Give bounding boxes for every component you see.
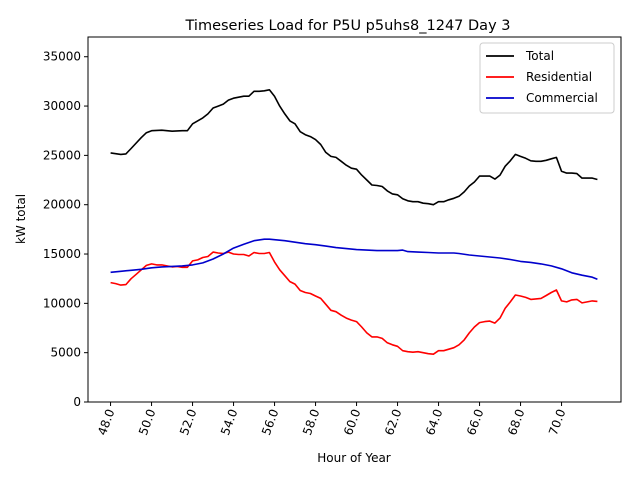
y-tick-label: 20000	[43, 198, 81, 212]
y-tick-label: 10000	[43, 296, 81, 310]
legend-label-total: Total	[525, 49, 554, 63]
plot-frame	[87, 36, 622, 403]
y-tick-label: 30000	[43, 99, 81, 113]
x-axis-label: Hour of Year	[317, 451, 391, 465]
series-layer	[110, 89, 598, 355]
legend-label-commercial: Commercial	[526, 91, 598, 105]
legend-box	[479, 42, 615, 114]
y-tick-label: 5000	[50, 346, 81, 360]
series-line-commercial	[110, 238, 598, 280]
y-tick-label: 35000	[43, 50, 81, 64]
legend: Total Residential Commercial	[479, 42, 615, 114]
legend-label-residential: Residential	[526, 70, 592, 84]
y-axis: 0 5000 10000 15000 20000 25000 30000 35000	[43, 50, 88, 409]
y-axis-label: kW total	[14, 194, 28, 244]
y-tick-label: 15000	[43, 247, 81, 261]
series-line-total	[110, 89, 598, 206]
y-tick-label: 25000	[43, 148, 81, 162]
series-line-residential	[110, 251, 598, 355]
chart-title: Timeseries Load for P5U p5uhs8_1247 Day …	[185, 18, 511, 34]
y-tick-label: 0	[73, 395, 81, 409]
